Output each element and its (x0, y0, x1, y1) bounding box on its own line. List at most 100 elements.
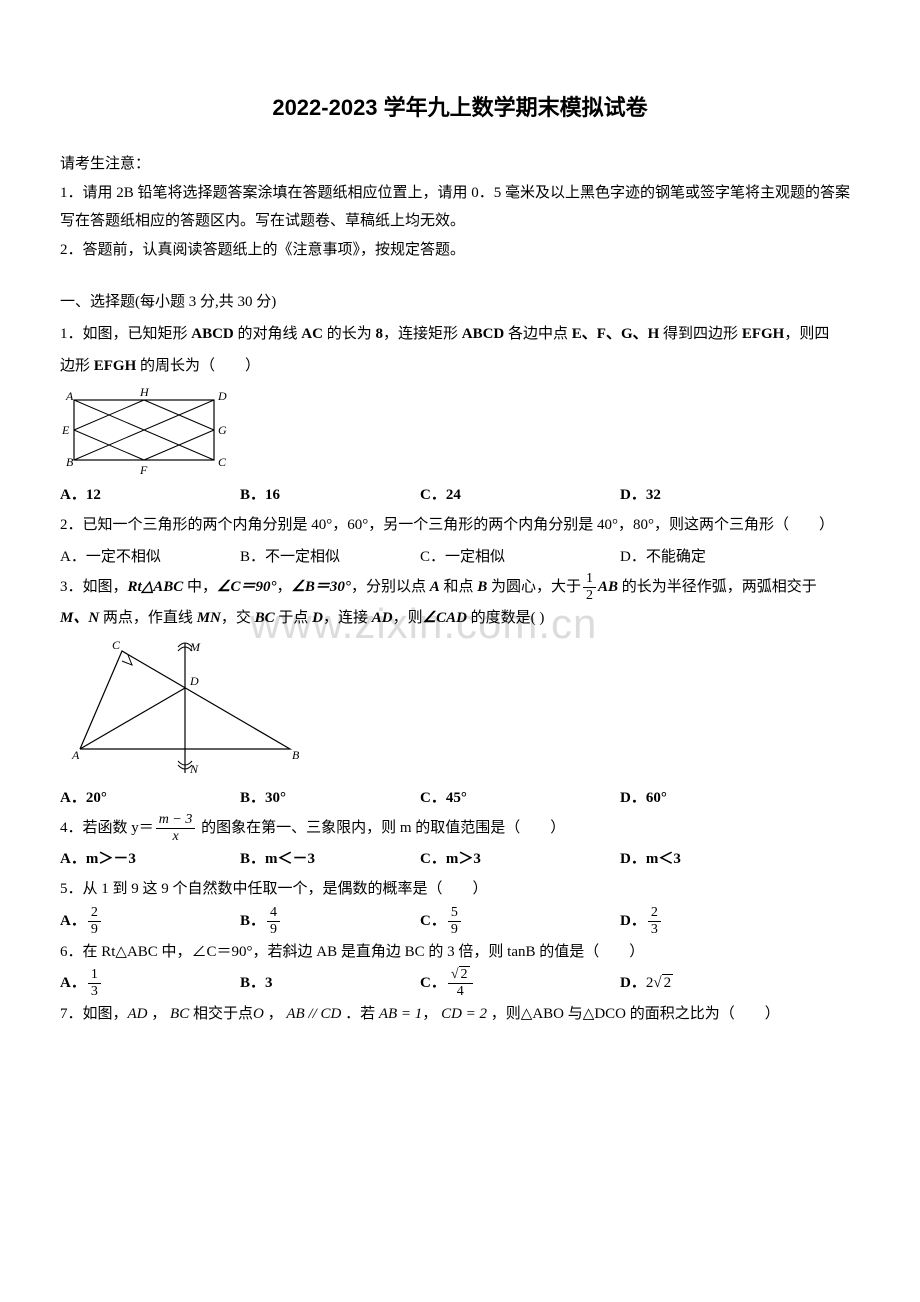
q4-t3: 的取值范围是（ ） (412, 820, 566, 836)
svg-text:D: D (189, 674, 199, 688)
q1-t7: ，则四 (784, 326, 829, 342)
q1-t3: 的长为 (323, 326, 376, 342)
q7-t7: ，则 (487, 1006, 521, 1022)
q7-t8: 与 (564, 1006, 583, 1022)
q7-t9: 的面积之比为（ ） (626, 1006, 780, 1022)
q3-b: B (477, 579, 487, 595)
q3-l2d: 于点 (275, 610, 313, 626)
q5-a-num: 2 (88, 906, 101, 922)
q3-l2c: ，交 (221, 610, 255, 626)
q4-m: m (400, 820, 412, 836)
q3-options: A．20° B．30° C．45° D．60° (60, 783, 860, 813)
q7-t3: 相交于点 (189, 1006, 253, 1022)
q3-t7: 的长为半径作弧，两弧相交于 (618, 579, 817, 595)
q3-opt-c: C．45° (420, 783, 620, 813)
q3-half-den: 2 (583, 588, 596, 603)
svg-text:B: B (292, 748, 300, 762)
q3-angb: ∠B＝30° (291, 579, 350, 595)
q3-a: A (430, 579, 440, 595)
q5-d-num: 2 (648, 906, 661, 922)
section-1-heading: 一、选择题(每小题 3 分,共 30 分) (60, 290, 860, 311)
svg-text:D: D (217, 389, 227, 403)
q1-opt-c: C．24 (420, 480, 620, 510)
q4-t2: 的图象在第一、三象限内，则 (197, 820, 400, 836)
q6-d-arg: 2 (662, 974, 674, 991)
q3-rt: Rt△ABC (128, 579, 184, 595)
notice-line-1: 1．请用 2B 铅笔将选择题答案涂填在答题纸相应位置上，请用 0．5 毫米及以上… (60, 179, 860, 236)
q1-8: 8 (375, 326, 383, 342)
q1-text: 1．如图，已知矩形 (60, 326, 191, 342)
q4-den: x (156, 829, 196, 844)
q4-opt-a: A．m＞－3 (60, 844, 240, 874)
q3-mn: MN (197, 610, 221, 626)
question-6: 6．在 Rt△ABC 中，∠C＝90°，若斜边 AB 是直角边 BC 的 3 倍… (60, 937, 860, 969)
q7-ab1: AB = 1 (379, 1006, 422, 1022)
q1-ac: AC (301, 326, 323, 342)
q3-opt-a: A．20° (60, 783, 240, 813)
q6-d-label: D． (620, 975, 646, 991)
q7-abo: △ABO (521, 1006, 564, 1022)
q3-half: 12 (583, 572, 596, 603)
q4-opt-c: C．m＞3 (420, 844, 620, 874)
q7-t6: ， (422, 1006, 441, 1022)
q4-num: m − 3 (156, 813, 196, 829)
q1-t5: 各边中点 (504, 326, 572, 342)
q5-c-den: 9 (448, 922, 461, 937)
q5-a-label: A． (60, 913, 86, 929)
question-3-line2: M、N 两点，作直线 MN，交 BC 于点 D，连接 AD，则∠CAD 的度数是… (60, 603, 860, 635)
q1-efgh: EFGH (742, 326, 785, 342)
svg-text:H: H (139, 386, 150, 399)
q1-t4: ，连接矩形 (383, 326, 462, 342)
q2-opt-c: C．一定相似 (420, 542, 620, 572)
q7-t4: ， (264, 1006, 287, 1022)
q2-opt-b: B．不一定相似 (240, 542, 420, 572)
q5-opt-a: A．29 (60, 906, 240, 937)
notice-line-2: 2．答题前，认真阅读答题纸上的《注意事项》，按规定答题。 (60, 236, 860, 265)
q3-l2b: 两点，作直线 (99, 610, 197, 626)
q5-opt-b: B．49 (240, 906, 420, 937)
q5-c-num: 5 (448, 906, 461, 922)
q6-opt-b: B．3 (240, 968, 420, 999)
q3-l2f: ，则 (393, 610, 423, 626)
q1-l2b: 的周长为（ ） (136, 358, 260, 374)
q5-a-den: 9 (88, 922, 101, 937)
q1-opt-a: A．12 (60, 480, 240, 510)
question-7: 7．如图，AD ， BC 相交于点O ， AB // CD ．若 AB = 1，… (60, 999, 860, 1031)
q2-options: A．一定不相似 B．不一定相似 C．一定相似 D．不能确定 (60, 542, 860, 572)
q6-a-den: 3 (88, 984, 101, 999)
svg-text:B: B (66, 455, 74, 469)
q3-bc: BC (255, 610, 275, 626)
q6-c-label: C． (420, 975, 446, 991)
q4-frac: m − 3x (156, 813, 196, 844)
svg-text:A: A (71, 748, 80, 762)
q5-d-label: D． (620, 913, 646, 929)
svg-text:G: G (218, 423, 227, 437)
q2-opt-a: A．一定不相似 (60, 542, 240, 572)
q6-c-sqrt: 2 (459, 966, 470, 982)
q5-options: A．29 B．49 C．59 D．23 (60, 906, 860, 937)
question-5: 5．从 1 到 9 这 9 个自然数中任取一个，是偶数的概率是（ ） (60, 874, 860, 906)
q6-opt-a: A．13 (60, 968, 240, 999)
q1-abcd2: ABCD (462, 326, 505, 342)
q3-t1: 3．如图， (60, 579, 128, 595)
q3-t5: 和点 (440, 579, 478, 595)
q4-opt-d: D．m＜3 (620, 844, 800, 874)
figure-q1: A D B C H E G F (60, 386, 860, 476)
q1-efghpts: E、F、G、H (572, 326, 660, 342)
q5-b-den: 9 (267, 922, 280, 937)
q5-opt-c: C．59 (420, 906, 620, 937)
q7-t2: ， (148, 1006, 171, 1022)
question-4: 4．若函数 y＝m − 3x 的图象在第一、三象限内，则 m 的取值范围是（ ） (60, 813, 860, 845)
svg-text:M: M (189, 640, 201, 654)
q1-efgh2: EFGH (94, 358, 137, 374)
q1-t2: 的对角线 (234, 326, 302, 342)
q7-t5: ．若 (341, 1006, 379, 1022)
svg-text:C: C (112, 639, 121, 652)
q3-ad: AD (372, 610, 393, 626)
page-title: 2022-2023 学年九上数学期末模拟试卷 (60, 90, 860, 122)
question-1: 1．如图，已知矩形 ABCD 的对角线 AC 的长为 8，连接矩形 ABCD 各… (60, 319, 860, 351)
q5-b-label: B． (240, 913, 265, 929)
q5-opt-d: D．23 (620, 906, 800, 937)
q3-opt-b: B．30° (240, 783, 420, 813)
svg-text:A: A (65, 389, 74, 403)
